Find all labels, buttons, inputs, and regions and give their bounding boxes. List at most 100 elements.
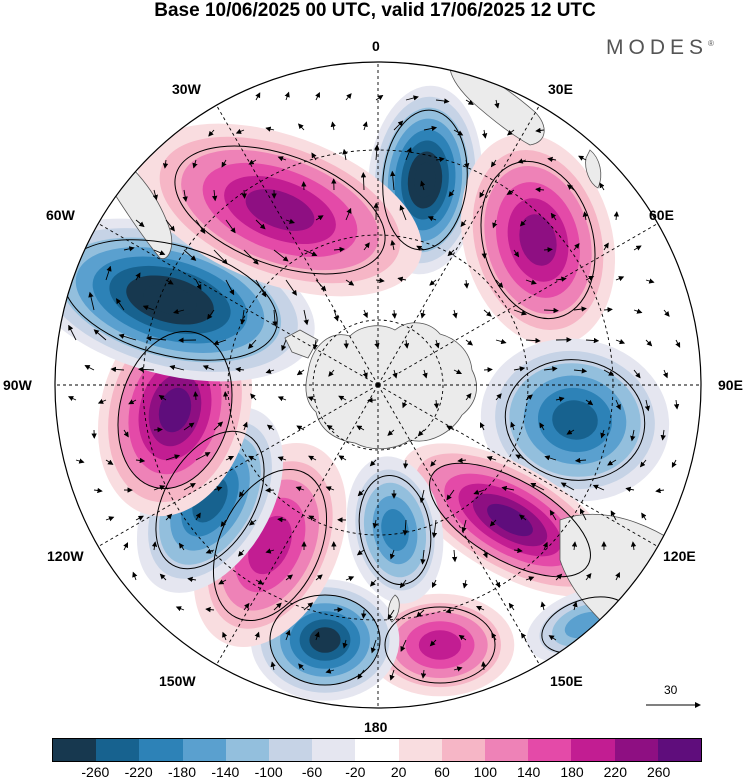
wind-arrow: [254, 631, 260, 641]
wind-arrow: [525, 279, 537, 285]
latitude-circle: [312, 319, 444, 451]
colorbar-swatch: [528, 739, 572, 761]
wind-arrow: [675, 339, 681, 348]
colorbar-tick-label: 260: [646, 764, 671, 780]
wind-scale-label: 30: [664, 683, 678, 697]
wind-arrow: [518, 514, 527, 521]
wind-arrow: [128, 399, 137, 405]
wind-arrow: [213, 339, 227, 346]
wind-arrow: [315, 91, 320, 101]
wind-arrow: [265, 487, 275, 493]
wind-arrow: [213, 421, 224, 431]
wind-arrow: [420, 180, 426, 191]
wind-arrow: [273, 249, 289, 262]
anomaly-pos-45e: [460, 133, 616, 347]
wind-arrow: [195, 512, 201, 521]
brand-text: MODES: [606, 36, 709, 59]
contour-line: [174, 145, 386, 275]
wind-arrow: [566, 429, 575, 435]
wind-arrow: [473, 489, 485, 495]
wind-arrow: [463, 279, 470, 289]
wind-arrow: [67, 396, 77, 401]
wind-arrow: [285, 574, 294, 581]
wind-arrow: [566, 184, 575, 191]
wind-arrow: [660, 429, 666, 441]
wind-arrow: [446, 489, 455, 501]
wind-arrow: [517, 158, 527, 164]
modes-logo: MODES®: [606, 36, 714, 60]
lon-label-60w: 60W: [46, 207, 75, 223]
wind-arrow: [284, 91, 290, 101]
lon-label-120e: 120E: [663, 548, 696, 564]
anomaly-level: [487, 503, 533, 537]
wind-arrow: [153, 485, 166, 491]
wind-arrow: [195, 279, 202, 290]
wind-arrow: [515, 454, 527, 461]
wind-arrow: [356, 549, 365, 556]
colorbar-tick-label: -100: [254, 764, 283, 780]
wind-arrow: [525, 337, 541, 344]
wind-arrow: [615, 399, 621, 411]
wind-arrow: [519, 219, 527, 227]
wind-arrow: [277, 456, 287, 462]
wind-arrow: [338, 455, 347, 461]
wind-arrow: [240, 309, 246, 325]
anomaly-level: [309, 627, 341, 653]
lon-label-60e: 60E: [649, 207, 674, 223]
wind-arrow: [311, 152, 317, 161]
wind-arrow: [397, 276, 407, 282]
wind-arrow: [671, 459, 677, 468]
wind-arrow: [555, 396, 565, 402]
wind-arrow: [158, 394, 167, 401]
wind-arrow: [465, 339, 474, 346]
wind-arrow: [453, 369, 463, 375]
wind-arrow: [435, 98, 450, 104]
wind-arrow: [389, 669, 395, 681]
wind-arrow: [483, 309, 492, 317]
wind-arrow: [93, 487, 103, 494]
wind-arrow: [220, 519, 227, 528]
wind-arrow: [325, 486, 335, 492]
wind-arrow: [138, 366, 155, 373]
lon-label-90e: 90E: [718, 377, 743, 393]
anomaly-level: [418, 630, 462, 660]
wind-arrow: [483, 367, 493, 373]
lon-label-120w: 120W: [47, 548, 84, 564]
wind-arrow: [431, 579, 437, 589]
wind-arrow: [303, 309, 309, 326]
south-pole-marker: [375, 382, 381, 388]
wind-arrow: [555, 276, 567, 282]
lon-label-180: 180: [364, 719, 388, 735]
wind-arrow: [460, 219, 467, 228]
wind-arrow: [221, 159, 227, 168]
anomaly-neg-0-south-atlantic: [367, 85, 483, 275]
wind-arrow: [495, 393, 502, 401]
wind-arrow: [152, 189, 158, 201]
wind-arrow: [296, 425, 305, 431]
lon-label-150e: 150E: [550, 673, 583, 689]
colorbar-tick-label: 140: [516, 764, 541, 780]
wind-arrow: [307, 396, 317, 402]
wind-arrow: [495, 279, 504, 288]
wind-arrow: [315, 574, 323, 581]
wind-arrow: [342, 639, 348, 649]
wind-arrow: [633, 369, 641, 379]
wind-arrow: [277, 156, 287, 162]
wind-arrow: [183, 249, 197, 261]
anomaly-level: [245, 189, 315, 231]
wind-arrow: [315, 215, 324, 221]
colorbar-tick-label: 220: [603, 764, 628, 780]
wind-arrow: [250, 393, 257, 401]
colorbar-tick-label: -140: [211, 764, 240, 780]
wind-arrow: [585, 399, 594, 406]
wind-arrow: [330, 121, 336, 131]
wind-arrow: [419, 489, 425, 504]
wind-arrow: [308, 455, 317, 461]
wind-arrow: [579, 508, 587, 521]
wind-arrow: [255, 579, 264, 585]
wind-arrow: [645, 278, 655, 284]
registered-mark: ®: [708, 39, 714, 48]
contour-line: [429, 462, 591, 578]
wind-arrow: [506, 189, 515, 195]
wind-arrow: [603, 307, 613, 313]
